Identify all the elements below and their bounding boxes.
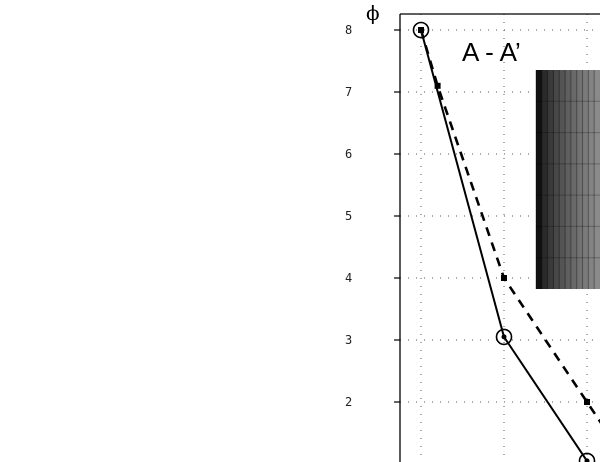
series-0-point-dot-1 <box>501 334 507 340</box>
y-tick-label-6: 6 <box>345 147 352 161</box>
y-axis-label: ϕ <box>366 1 380 25</box>
inset-gradient-image <box>535 70 600 289</box>
inset-band-7 <box>576 70 584 289</box>
inset-band-3 <box>553 70 560 289</box>
series-1-point-1 <box>434 82 441 89</box>
inset-band-9 <box>588 70 595 289</box>
inset-band-0 <box>536 70 543 289</box>
y-tick-label-5: 5 <box>345 209 352 223</box>
series-1-point-2 <box>501 275 507 281</box>
inset-band-1 <box>541 70 549 289</box>
y-tick-label-4: 4 <box>345 271 352 285</box>
series-1-point-3 <box>584 399 590 405</box>
series-1-point-0 <box>418 27 424 33</box>
inset-band-4 <box>559 70 566 289</box>
series-0-point-dot-2 <box>584 458 590 462</box>
data-series <box>412 21 600 462</box>
series-0-point-2 <box>578 452 596 462</box>
inset-band-2 <box>547 70 554 289</box>
y-tick-label-7: 7 <box>345 85 352 99</box>
inset-band-10 <box>594 70 600 289</box>
series-0-point-0 <box>412 21 430 39</box>
inset-band-5 <box>565 70 572 289</box>
inset-band-6 <box>570 70 578 289</box>
inset-band-8 <box>582 70 589 289</box>
panel-title: A - A’ <box>462 37 521 67</box>
y-tick-label-2: 2 <box>345 395 352 409</box>
y-tick-label-3: 3 <box>345 333 352 347</box>
series-0-point-1 <box>495 328 513 346</box>
y-ticks: 8 7 6 5 4 3 2 <box>345 23 400 409</box>
y-tick-label-8: 8 <box>345 23 352 37</box>
